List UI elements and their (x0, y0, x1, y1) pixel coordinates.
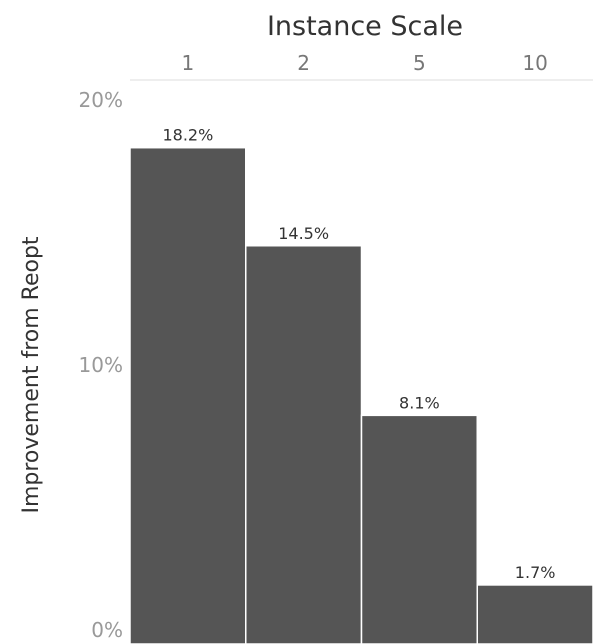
bar (476, 584, 593, 644)
y-tick-label: 20% (79, 88, 123, 112)
bar (129, 146, 247, 644)
x-tick-labels: 1 2 5 10 (182, 51, 548, 75)
data-label: 18.2% (162, 126, 213, 145)
bar (245, 245, 363, 644)
bar (360, 414, 478, 644)
data-label: 8.1% (399, 393, 440, 412)
bars (129, 146, 593, 644)
data-label: 1.7% (515, 563, 556, 582)
y-tick-label: 10% (79, 353, 123, 377)
data-labels: 18.2% 14.5% 8.1% 1.7% (162, 126, 555, 582)
y-tick-labels: 20% 10% 0% (79, 88, 123, 642)
y-tick-label: 0% (91, 618, 123, 642)
x-tick-label: 2 (297, 51, 310, 75)
data-label: 14.5% (278, 224, 329, 243)
y-axis-title: Improvement from Reopt (19, 236, 44, 513)
x-tick-label: 10 (522, 51, 547, 75)
x-tick-label: 5 (413, 51, 426, 75)
x-tick-label: 1 (182, 51, 195, 75)
x-axis-title: Instance Scale (267, 11, 463, 42)
